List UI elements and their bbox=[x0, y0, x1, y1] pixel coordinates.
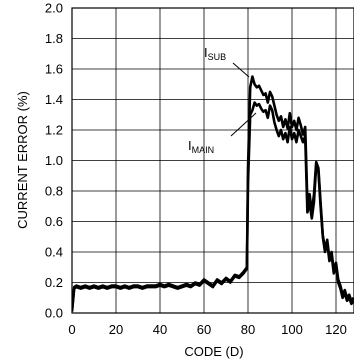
plot-frame bbox=[71, 7, 354, 314]
y-tick-label: 0.8 bbox=[45, 184, 63, 199]
y-tick-label: 1.8 bbox=[45, 31, 63, 46]
y-axis-label: CURRENT ERROR (%) bbox=[15, 91, 30, 229]
x-tick-labels: 0 20 40 60 80 100 120 bbox=[68, 322, 346, 337]
annotation-leader-sub bbox=[232, 62, 250, 78]
y-tick-label: 0.0 bbox=[45, 306, 63, 321]
y-tick-label: 1.0 bbox=[45, 153, 63, 168]
y-tick-label: 1.4 bbox=[45, 92, 63, 107]
annotation-label-main: IMAIN bbox=[188, 138, 214, 155]
y-tick-label: 2.0 bbox=[45, 1, 63, 16]
x-tick-label: 60 bbox=[197, 322, 211, 337]
x-tick-label: 120 bbox=[325, 322, 347, 337]
series-layer bbox=[72, 75, 354, 312]
series-line-main bbox=[72, 101, 354, 312]
x-tick-label: 20 bbox=[109, 322, 123, 337]
y-tick-label: 1.2 bbox=[45, 123, 63, 138]
annotation-label-sub: ISUB bbox=[204, 45, 226, 62]
x-tick-label: 0 bbox=[68, 322, 75, 337]
x-tick-label: 40 bbox=[153, 322, 167, 337]
x-axis-label: CODE (D) bbox=[184, 344, 243, 359]
annotations: ISUB IMAIN bbox=[188, 45, 257, 155]
annotation-leader-main bbox=[230, 112, 257, 137]
y-tick-label: 1.6 bbox=[45, 62, 63, 77]
series-line-sub bbox=[72, 75, 354, 312]
y-tick-labels: 0.0 0.2 0.4 0.6 0.8 1.0 1.2 1.4 1.6 1.8 2.0 bbox=[45, 1, 63, 321]
x-tick-label: 100 bbox=[281, 322, 303, 337]
y-tick-label: 0.6 bbox=[45, 214, 63, 229]
x-tick-label: 80 bbox=[241, 322, 255, 337]
y-tick-label: 0.2 bbox=[45, 275, 63, 290]
y-tick-label: 0.4 bbox=[45, 245, 63, 260]
